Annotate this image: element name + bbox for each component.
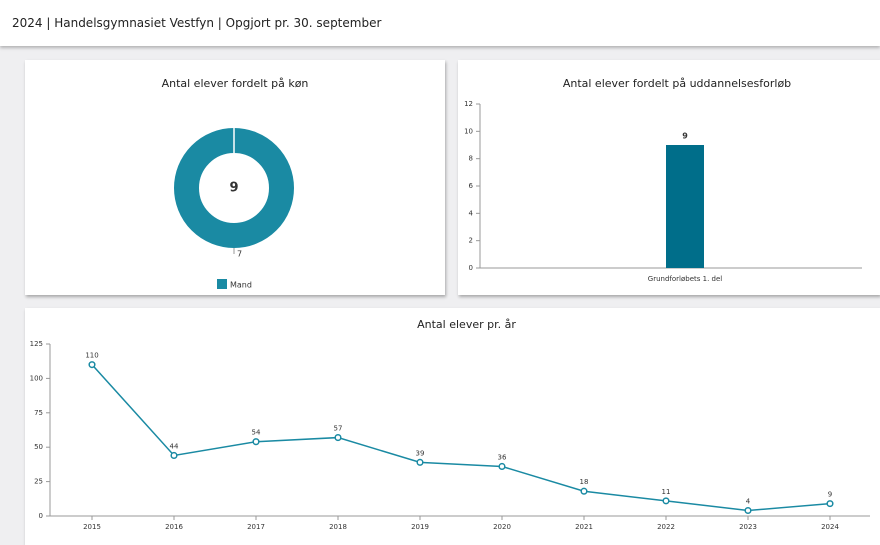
value-label: 4	[746, 497, 751, 505]
x-tick-label: Grundforløbets 1. del	[648, 275, 722, 283]
donut-chart: Antal elever fordelt på køn 9 7 Mand	[162, 77, 309, 290]
y-tick-label: 25	[34, 478, 43, 486]
x-tick-label: 2020	[493, 523, 511, 531]
data-point	[334, 434, 342, 442]
value-label: 36	[498, 453, 507, 461]
value-label: 54	[252, 429, 261, 437]
y-tick-label: 2	[469, 237, 473, 245]
y-tick-label: 8	[469, 155, 473, 163]
data-point	[252, 438, 260, 446]
data-point	[170, 451, 178, 460]
data-point	[416, 458, 424, 466]
gender-card: Antal elever fordelt på køn 9 7 Mand	[25, 60, 445, 295]
year-card: Antal elever pr. år 0 25 50 75 100 125 2015 2016…	[25, 308, 880, 545]
value-label: 44	[170, 442, 179, 450]
y-tick-label: 10	[464, 127, 473, 135]
education-card: Antal elever fordelt på uddannelsesforlø…	[458, 60, 880, 295]
legend-label: Mand	[230, 281, 252, 290]
x-tick-label: 2019	[411, 523, 429, 531]
y-tick-label: 6	[469, 182, 474, 190]
donut-total: 9	[229, 181, 238, 196]
value-label: 110	[85, 352, 98, 360]
data-point	[88, 361, 96, 369]
series-line	[91, 364, 831, 512]
x-tick-label: 2018	[329, 523, 347, 531]
data-point	[744, 506, 752, 515]
x-tick-label: 2024	[821, 523, 839, 531]
y-tick-label: 0	[469, 264, 473, 272]
value-label: 9	[682, 132, 688, 141]
y-tick-label: 75	[34, 409, 43, 417]
value-label: 11	[662, 488, 671, 496]
data-point	[580, 487, 588, 495]
bar-chart: Antal elever fordelt på uddannelsesforlø…	[464, 77, 862, 283]
data-point	[826, 500, 834, 508]
header-title: 2024 | Handelsgymnasiet Vestfyn | Opgjor…	[12, 16, 382, 30]
x-tick-label: 2016	[165, 523, 183, 531]
x-tick-label: 2023	[739, 523, 757, 531]
y-tick-label: 100	[30, 374, 43, 382]
x-tick-label: 2021	[575, 523, 593, 531]
data-point	[662, 497, 670, 505]
y-tick-label: 4	[469, 209, 474, 217]
bar	[666, 145, 704, 268]
x-tick-label: 2015	[83, 523, 101, 531]
value-label: 9	[828, 491, 832, 499]
y-tick-label: 0	[39, 512, 43, 520]
chart-title: Antal elever pr. år	[417, 318, 516, 331]
x-tick-label: 2022	[657, 523, 675, 531]
header: 2024 | Handelsgymnasiet Vestfyn | Opgjor…	[0, 0, 880, 46]
value-label: 57	[334, 425, 343, 433]
y-tick-label: 125	[30, 340, 43, 348]
y-tick-label: 50	[34, 443, 43, 451]
value-label: 18	[580, 478, 589, 486]
value-label: 39	[416, 449, 425, 457]
line-chart: Antal elever pr. år 0 25 50 75 100 125 2015 2016…	[30, 318, 870, 531]
x-tick-label: 2017	[247, 523, 265, 531]
data-point	[498, 462, 506, 471]
chart-title: Antal elever fordelt på køn	[162, 77, 309, 90]
legend-swatch	[217, 279, 227, 289]
donut-annotation: 7	[237, 250, 242, 259]
y-tick-label: 12	[464, 100, 473, 108]
chart-title: Antal elever fordelt på uddannelsesforlø…	[563, 77, 791, 90]
